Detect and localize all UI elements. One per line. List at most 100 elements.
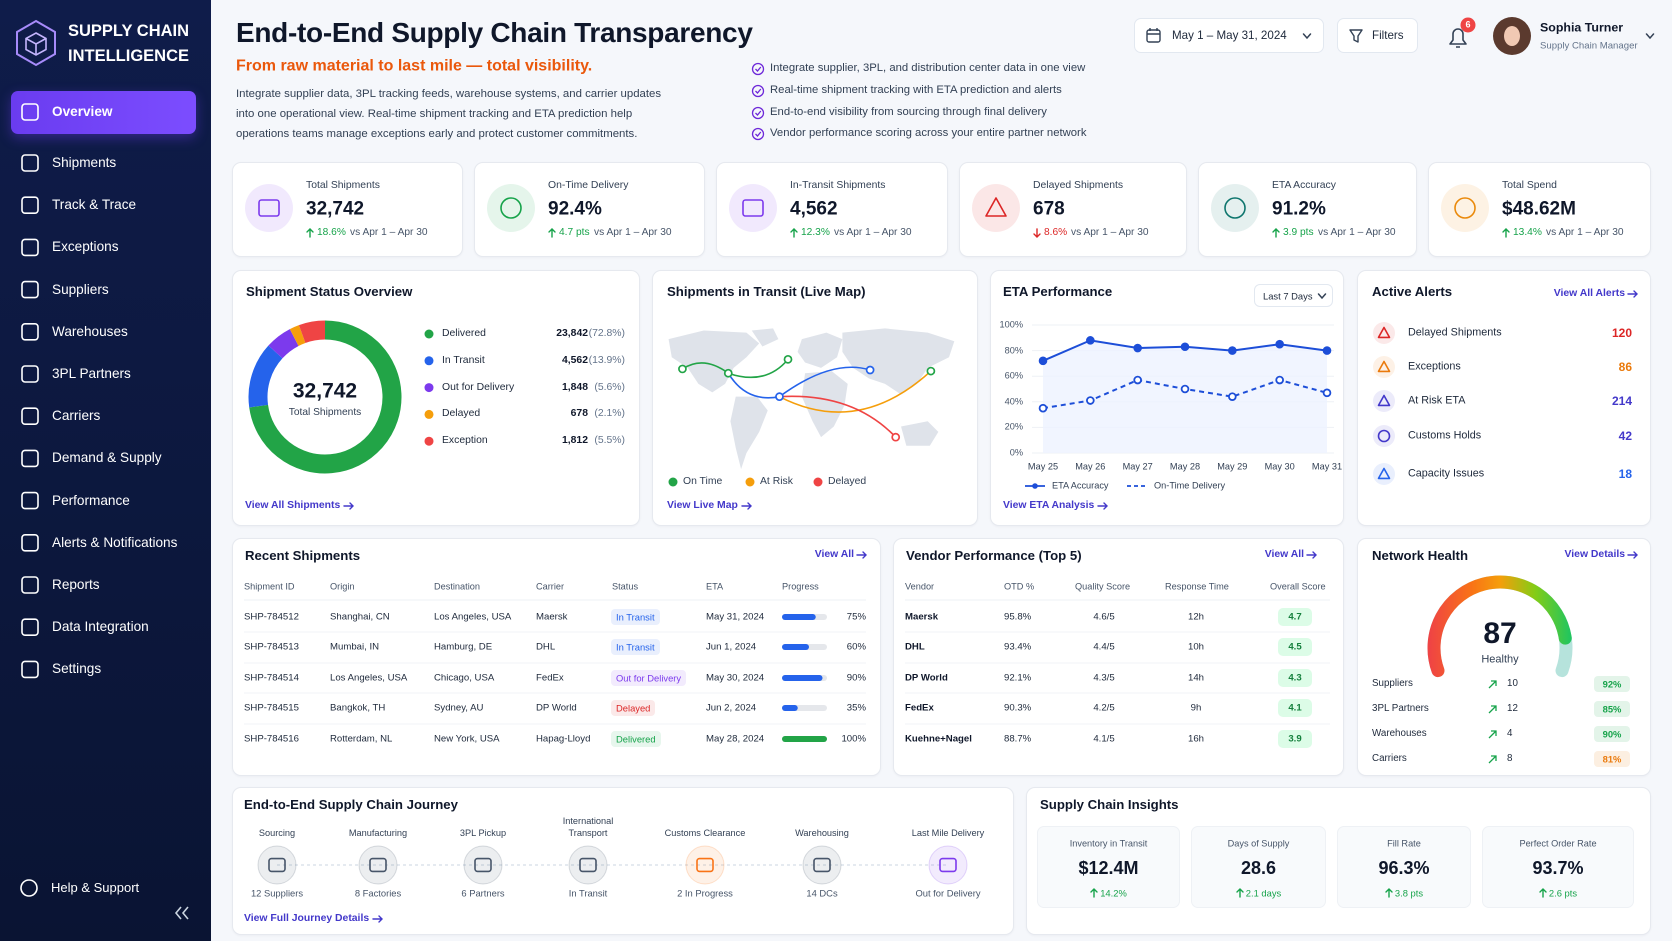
nav-item[interactable]: Demand & Supply — [52, 450, 162, 466]
progress-label: 100% — [841, 733, 866, 745]
panel-title: Supply Chain Insights — [1040, 797, 1179, 813]
feature-text: End-to-end visibility from sourcing thro… — [770, 106, 1047, 119]
gauge-value-label: 87 — [1483, 617, 1517, 650]
point — [1322, 388, 1332, 398]
kpi-change: 4.7 pts — [559, 226, 590, 238]
check-icon — [751, 84, 765, 98]
kpi-change: 8.6% — [1044, 226, 1068, 238]
nav-item[interactable]: Suppliers — [52, 281, 109, 297]
help-link[interactable]: Help & Support — [51, 880, 140, 896]
route-node — [723, 368, 733, 378]
route — [728, 358, 789, 379]
link[interactable]: View All — [814, 548, 854, 560]
link-arrow — [1097, 502, 1108, 510]
link[interactable]: View Live Map — [667, 499, 738, 511]
range-dropdown[interactable] — [1254, 284, 1333, 307]
kpi-icon-bg — [972, 184, 1020, 232]
table-cell: FedEx — [536, 672, 564, 684]
panel — [893, 538, 1344, 776]
nav-item[interactable]: Exceptions — [52, 239, 119, 255]
icon — [813, 857, 831, 873]
step-label: Customs Clearance — [664, 828, 746, 838]
alert-label: At Risk ETA — [1408, 394, 1466, 407]
table-cell: May 31, 2024 — [706, 611, 765, 623]
date-picker[interactable] — [1134, 18, 1324, 53]
donut-segment — [249, 320, 402, 474]
score-badge — [1278, 638, 1312, 656]
link[interactable]: View ETA Analysis — [1003, 499, 1095, 511]
legend-label: On-Time Delivery — [1154, 480, 1226, 491]
step-label: Warehousing — [795, 828, 849, 838]
link[interactable]: View All Shipments — [245, 499, 341, 511]
nav-item[interactable]: Carriers — [52, 408, 101, 424]
legend-label: Delayed — [828, 475, 867, 487]
legend-dot — [745, 477, 755, 487]
alert-icon-bg — [1373, 463, 1395, 485]
legend-label: Out for Delivery — [442, 381, 515, 393]
nav-icon — [21, 154, 39, 172]
check-mark — [755, 66, 762, 72]
share-label: 85% — [1602, 703, 1622, 715]
filters-button[interactable] — [1337, 18, 1418, 53]
kpi-label: ETA Accuracy — [1272, 179, 1336, 191]
step-label: International Transport — [562, 816, 614, 838]
link[interactable]: View All — [1264, 548, 1304, 560]
alert-icon-bg — [1373, 425, 1395, 447]
nav-item[interactable]: Performance — [52, 492, 130, 508]
progress-label: 75% — [846, 611, 866, 623]
score-label: 4.3 — [1288, 672, 1302, 684]
icon — [985, 197, 1007, 217]
score-badge — [1278, 669, 1312, 687]
insight-card — [1482, 826, 1634, 908]
progress-bar — [782, 705, 798, 711]
nav-item[interactable]: Data Integration — [52, 619, 149, 635]
y-tick-label: 100% — [999, 319, 1024, 330]
user-name[interactable]: Sophia Turner — [1540, 20, 1624, 35]
link[interactable]: View All Alerts — [1553, 287, 1625, 299]
kpi-value: 32,742 — [306, 198, 365, 220]
trend-arrow — [1385, 888, 1393, 898]
vendor-name: DHL — [905, 641, 925, 653]
table-cell: New York, USA — [434, 733, 500, 745]
step-circle — [568, 845, 608, 885]
alert-label: Exceptions — [1408, 360, 1461, 373]
link[interactable]: View Full Journey Details — [244, 912, 370, 924]
icon — [579, 857, 597, 873]
filters-label[interactable]: Filters — [1372, 29, 1404, 43]
nav-item[interactable]: Overview — [52, 103, 113, 119]
table-cell: Sydney, AU — [434, 702, 484, 714]
nav-item[interactable]: Reports — [52, 576, 100, 592]
table-cell: 12h — [1187, 611, 1205, 623]
icon — [268, 857, 286, 873]
nav-item[interactable]: Track & Trace — [52, 197, 137, 213]
range-label: Last 7 Days — [1263, 290, 1313, 302]
kpi-change: 13.4% — [1513, 226, 1542, 238]
score-label: 3.9 — [1288, 733, 1302, 745]
check-icon — [751, 127, 765, 141]
column-header: Carrier — [536, 581, 565, 592]
nav-item[interactable]: Settings — [52, 661, 102, 677]
kpi-label: Delayed Shipments — [1033, 179, 1124, 191]
nav-item[interactable]: Warehouses — [52, 323, 128, 339]
nav-item[interactable]: Alerts & Notifications — [52, 534, 178, 550]
kpi-comparison: vs Apr 1 – Apr 30 — [1071, 226, 1149, 238]
kpi-label: On-Time Delivery — [548, 179, 629, 191]
icon — [1377, 394, 1391, 407]
nav-active[interactable] — [11, 91, 196, 134]
column-header: Status — [612, 581, 639, 592]
kpi-card — [1198, 162, 1417, 257]
kpi-value: 92.4% — [548, 198, 602, 220]
link[interactable]: View Details — [1564, 548, 1625, 560]
brand-name: INTELLIGENCE — [68, 47, 190, 66]
check-mark — [755, 110, 762, 116]
kpi-value: 678 — [1033, 198, 1065, 220]
legend-value: 678 — [570, 408, 588, 420]
step-detail: 2 In Progress — [677, 887, 733, 899]
panel-title: Active Alerts — [1372, 284, 1453, 300]
nav-item[interactable]: 3PL Partners — [52, 365, 131, 381]
legend-value: 4,562 — [561, 354, 588, 366]
nav-item[interactable]: Shipments — [52, 154, 117, 170]
insight-label: Fill Rate — [1387, 838, 1421, 849]
